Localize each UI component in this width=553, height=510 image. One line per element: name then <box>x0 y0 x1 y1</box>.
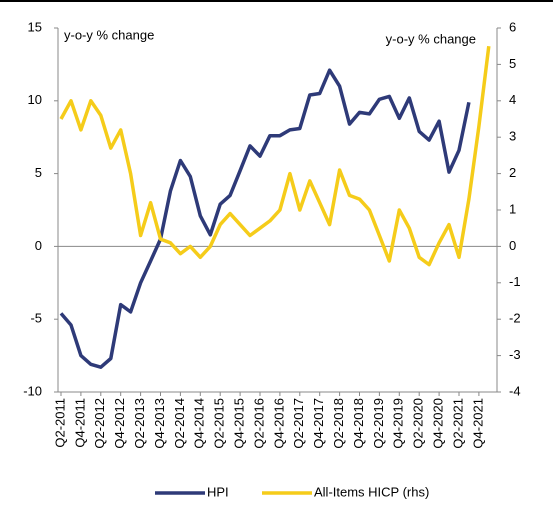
x-tick-label: Q4-2017 <box>311 398 326 449</box>
series-line <box>59 45 491 267</box>
x-tick-label: Q2-2013 <box>132 398 147 449</box>
y2-tick-label: 3 <box>509 129 516 144</box>
series-line <box>59 68 471 369</box>
x-tick-label: Q2-2012 <box>92 398 107 449</box>
x-tick-label: Q2-2021 <box>450 398 465 449</box>
x-tick-label: Q2-2017 <box>291 398 306 449</box>
y-tick-label: 10 <box>28 92 42 107</box>
x-tick-label: Q4-2020 <box>431 398 446 449</box>
left-axis-note: y-o-y % change <box>64 27 154 42</box>
x-tick-label: Q2-2016 <box>251 398 266 449</box>
x-tick-label: Q4-2021 <box>470 398 485 449</box>
y2-tick-label: -2 <box>509 311 521 326</box>
right-axis-note: y-o-y % change <box>386 31 476 46</box>
x-tick-label: Q4-2011 <box>72 398 87 448</box>
x-tick-label: Q4-2014 <box>192 398 207 449</box>
x-tick-label: Q2-2015 <box>212 398 227 449</box>
y2-tick-label: 1 <box>509 201 516 216</box>
legend-label: HPI <box>207 484 229 499</box>
y-tick-label: 5 <box>35 165 42 180</box>
y-tick-label: -10 <box>23 383 42 398</box>
y2-tick-label: 6 <box>509 19 516 34</box>
x-tick-label: Q4-2018 <box>351 398 366 449</box>
x-tick-label: Q4-2015 <box>232 398 247 449</box>
y-tick-label: 0 <box>35 238 42 253</box>
x-tick-label: Q2-2020 <box>411 398 426 449</box>
x-tick-label: Q2-2014 <box>172 398 187 449</box>
y2-tick-label: -1 <box>509 274 521 289</box>
y2-tick-label: -4 <box>509 383 521 398</box>
x-tick-label: Q2-2019 <box>371 398 386 449</box>
x-tick-label: Q4-2016 <box>271 398 286 449</box>
y2-tick-label: 0 <box>509 238 516 253</box>
y2-tick-label: -3 <box>509 347 521 362</box>
x-tick-label: Q2-2011 <box>52 398 67 448</box>
y2-tick-label: 5 <box>509 56 516 71</box>
x-tick-label: Q4-2019 <box>391 398 406 449</box>
legend-label: All-Items HICP (rhs) <box>314 484 429 499</box>
x-tick-label: Q4-2012 <box>112 398 127 449</box>
y-tick-label: 15 <box>28 19 42 34</box>
y-tick-label: -5 <box>30 311 42 326</box>
x-tick-label: Q2-2018 <box>331 398 346 449</box>
x-tick-label: Q4-2013 <box>152 398 167 449</box>
y2-tick-label: 4 <box>509 92 516 107</box>
y2-tick-label: 2 <box>509 165 516 180</box>
